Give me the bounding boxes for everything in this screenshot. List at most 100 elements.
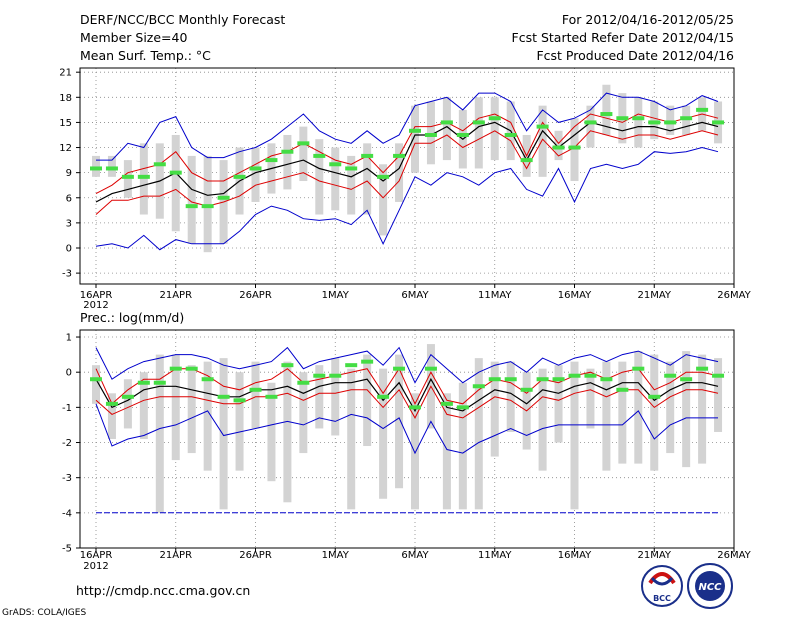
median-marker [648,394,661,399]
spread-box [634,97,643,148]
median-marker [201,377,214,382]
series-lower-line [95,385,719,419]
spread-box [171,134,180,232]
median-marker [105,401,118,406]
median-marker [488,116,501,121]
spread-box [363,143,372,215]
median-marker [440,401,453,406]
x-tick-label: 26APR [239,290,272,301]
spread-box [458,382,467,510]
median-marker [424,132,437,137]
spread-box [267,382,276,482]
median-marker [185,204,198,209]
median-marker [472,120,485,125]
spread-box [395,354,404,489]
median-marker [313,153,326,158]
spread-box [554,365,563,443]
spread-box [474,97,483,169]
median-marker [137,380,150,385]
source-url: http://cmdp.ncc.cma.gov.cn [76,583,250,598]
spread-box [331,147,340,211]
spread-box [315,139,324,215]
spread-box [570,118,579,182]
spread-box [315,365,324,429]
y-tick-label: -2 [62,438,72,449]
median-marker [90,166,102,171]
median-marker [297,141,310,146]
spread-box [283,361,292,503]
spread-box [235,372,244,471]
median-marker [696,366,709,371]
median-marker [632,366,645,371]
spread-box [203,155,212,253]
median-marker [488,377,501,382]
series-upper-line [95,367,719,405]
median-marker [632,116,645,121]
spread-box [411,105,419,173]
median-marker [233,174,246,179]
series-mean-line [95,121,719,203]
y-tick-label: -3 [62,269,72,280]
chart-title: DERF/NCC/BCC Monthly Forecast [80,12,285,27]
median-marker [361,153,374,158]
y-tick-label: -4 [62,508,72,519]
plot-frame [79,329,735,549]
y-tick-label: 21 [59,68,72,79]
x-tick-label: 16MAY [558,550,592,561]
ncc-logo: NCC [687,563,733,609]
median-marker [329,373,342,378]
median-marker [185,366,198,371]
spread-box [554,130,563,161]
spread-box [538,105,547,177]
spread-box [139,143,148,215]
median-marker [584,373,597,378]
median-marker [169,170,182,175]
temperature-panel: -3 0 3 6 9 12 15 18 21 16APR 21APR 26APR 1MAY 6MAY 11M… [59,67,752,311]
y-tick-label: 15 [59,118,72,129]
median-marker [313,373,326,378]
y-tick-label: 9 [66,168,72,179]
spread-box [538,368,547,471]
median-marker [169,366,182,371]
spread-box [634,351,643,464]
spread-box [682,351,691,468]
x-tick-label: 21MAY [637,290,671,301]
spread-box [299,126,308,182]
forecast-start-date: Fcst Started Refer Date 2012/04/15 [512,30,735,45]
series-mean-line [95,377,719,413]
spread-box [666,361,675,454]
spread-box [299,372,308,454]
median-marker [249,166,262,171]
ncc-logo-text: NCC [698,582,722,593]
member-size-label: Member Size=40 [80,30,187,45]
median-marker [680,116,693,121]
spread-box [602,84,611,135]
median-marker [696,107,709,112]
median-marker [409,128,421,133]
spread-box [618,361,627,464]
median-marker [329,162,342,167]
series-lower-line [95,130,719,215]
median-marker [409,405,421,410]
spread-box [586,368,595,429]
y-tick-label: -1 [62,403,72,414]
median-marker [137,174,150,179]
spread-box [490,97,499,161]
median-marker [568,373,581,378]
median-marker [648,120,661,125]
y-tick-label: 0 [66,244,72,255]
spread-box [570,361,579,510]
median-marker [393,153,406,158]
precipitation-panel: -5 -4 -3 -2 -1 0 1 16APR 21APR 26APR 1MAY 6MAY 11MAY… [62,329,752,572]
forecast-period: For 2012/04/16-2012/05/25 [562,12,734,27]
y-tick-label: 1 [66,333,72,344]
grads-credit: GrADS: COLA/IGES [2,608,86,618]
median-marker [121,174,134,179]
median-marker [520,158,533,163]
bcc-logo-text: BCC [653,594,671,603]
x-tick-label: 6MAY [401,550,429,561]
spread-box [219,358,228,510]
x-tick-label: 16APR [80,290,113,301]
median-marker [440,120,453,125]
spread-box [187,155,196,244]
